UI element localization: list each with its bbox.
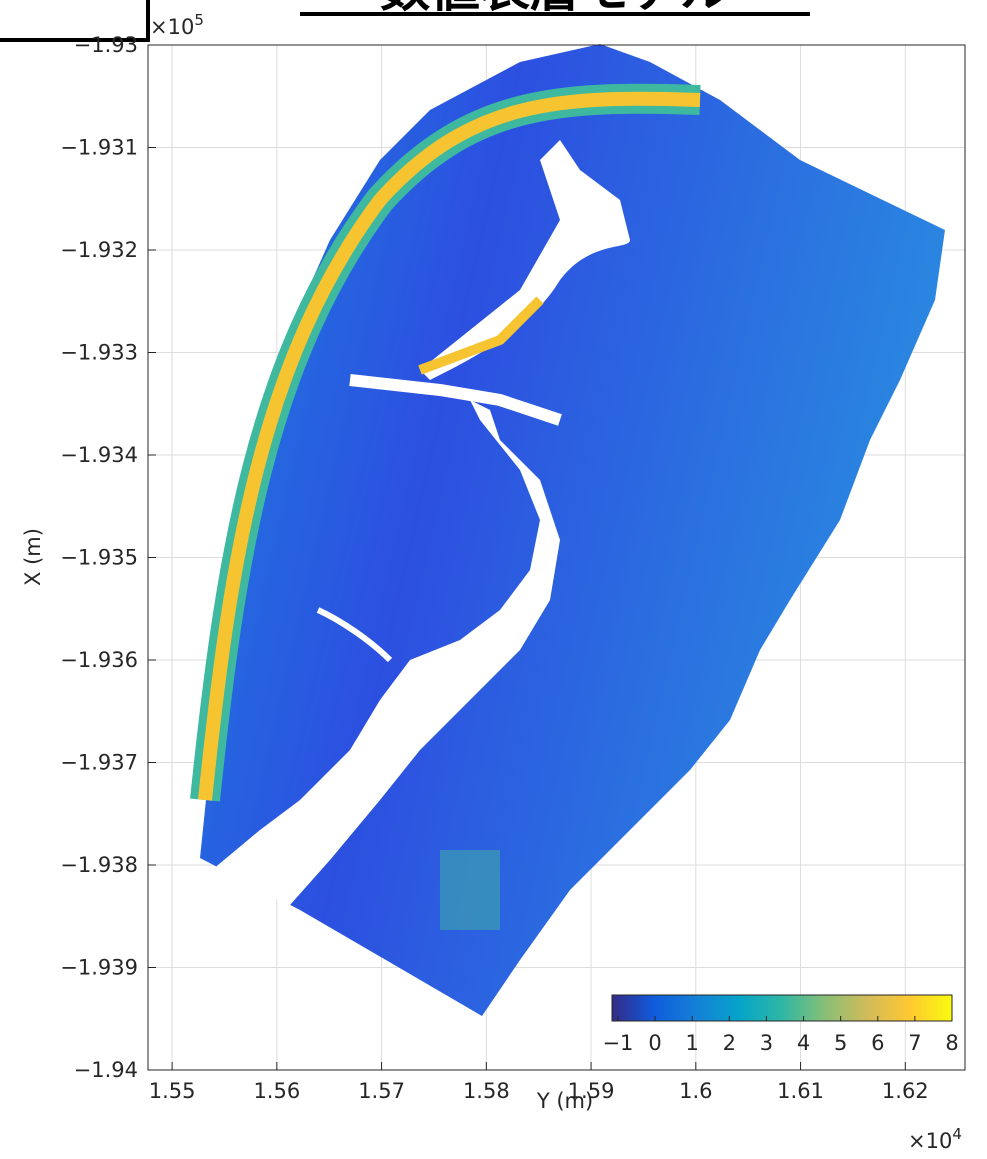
colorbar-tick-label: 5 [834,1031,847,1055]
colorbar [612,995,952,1021]
colorbar-tick-label: −1 [602,1031,633,1055]
y-tick-label: −1.936 [60,648,138,672]
y-tick-label: −1.93 [74,33,138,57]
x-multiplier-base: ×10 [908,1129,952,1153]
colorbar-tick-label: 6 [871,1031,884,1055]
colorbar-tick-label: 0 [648,1031,661,1055]
x-exponent: 4 [952,1125,962,1143]
x-tick-label: 1.56 [253,1079,300,1103]
patch [440,850,500,930]
y-tick-label: −1.938 [60,853,138,877]
x-tick-label: 1.59 [568,1079,615,1103]
x-tick-label: 1.61 [777,1079,824,1103]
y-tick-label: −1.933 [60,341,138,365]
y-tick-label: −1.937 [60,751,138,775]
y-exponent: 5 [194,11,204,29]
chart: 数値表層モデル Y (m) X (m) ×104 ×105 1.551.561.… [0,0,987,1155]
y-tick-label: −1.94 [74,1058,138,1082]
x-tick-label: 1.62 [882,1079,929,1103]
colorbar-tick-label: 8 [945,1031,958,1055]
elevation-map [200,44,945,1016]
y-multiplier-base: ×10 [150,15,194,39]
x-multiplier: ×104 [908,1125,962,1153]
y-multiplier: ×105 [150,11,204,39]
y-axis-label: X (m) [21,528,45,586]
colorbar-tick-label: 3 [760,1031,773,1055]
y-tick-label: −1.935 [60,546,138,570]
colorbar-tick-label: 2 [723,1031,736,1055]
x-tick-label: 1.57 [358,1079,405,1103]
x-tick-label: 1.55 [149,1079,196,1103]
y-tick-label: −1.934 [60,443,138,467]
colorbar-tick-label: 7 [908,1031,921,1055]
y-tick-label: −1.931 [60,136,138,160]
x-tick-label: 1.58 [463,1079,510,1103]
colorbar-tick-label: 4 [797,1031,810,1055]
y-tick-label: −1.932 [60,238,138,262]
x-tick-label: 1.6 [679,1079,712,1103]
y-tick-label: −1.939 [60,956,138,980]
colorbar-tick-label: 1 [685,1031,698,1055]
